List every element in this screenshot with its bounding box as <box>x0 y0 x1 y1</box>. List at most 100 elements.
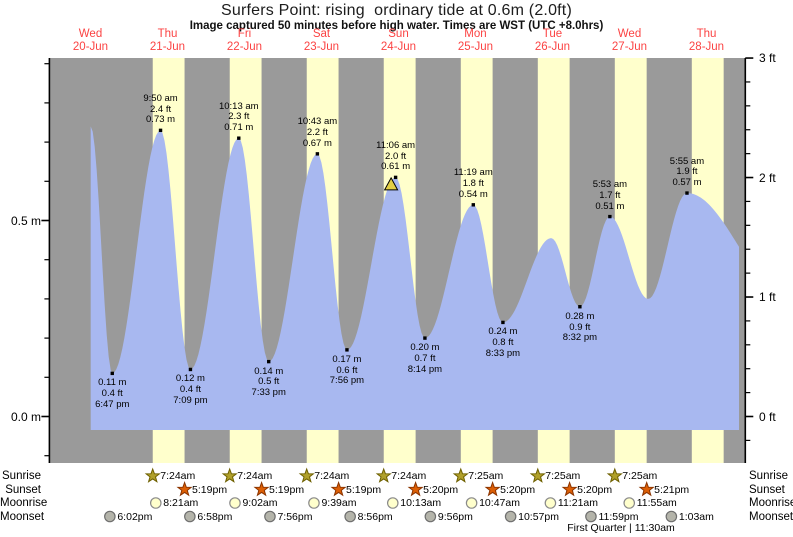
tide-annotation-line: 0.5 ft <box>258 376 280 388</box>
day-date: 28-Jun <box>688 41 725 53</box>
astro-event-time: 10:57pm <box>518 510 559 523</box>
low-tide-annotation: 0.17 m 0.6 ft 7:56 pm <box>330 353 364 387</box>
tide-annotation-line: 0.14 m <box>254 365 284 377</box>
day-date: 24-Jun <box>380 41 417 53</box>
tide-curve <box>90 126 739 431</box>
astro-event-time: 6:58pm <box>197 510 233 523</box>
tide-annotation-line: 0.67 m <box>302 137 332 149</box>
astro-row-label-left: Moonrise <box>0 497 48 509</box>
day-label: Wed 20-Jun <box>73 28 108 54</box>
tide-annotation-line: 0.12 m <box>175 373 205 385</box>
moonrise-icon <box>465 497 478 509</box>
astro-event-time: 7:25am <box>468 470 504 482</box>
tide-annotation-line: 2.4 ft <box>149 103 172 115</box>
astro-event-time: 7:24am <box>160 470 196 482</box>
tide-annotation-line: 5:53 am <box>592 179 628 191</box>
tide-annotation-line: 11:06 am <box>376 139 416 151</box>
high-tide-annotation: 10:43 am 2.2 ft 0.67 m <box>298 117 338 149</box>
sunset-star-icon <box>561 481 578 497</box>
day-date: 23-Jun <box>303 41 340 53</box>
tide-extreme-dot <box>471 203 476 207</box>
tide-annotation-line: 6:47 pm <box>95 398 130 410</box>
moonset-icon <box>585 510 597 523</box>
moonset-icon <box>504 510 517 523</box>
day-name: Thu <box>696 28 717 40</box>
tide-extreme-dot <box>188 367 193 372</box>
low-tide-annotation: 0.28 m 0.9 ft 8:32 pm <box>563 310 597 344</box>
tide-annotation-line: 8:14 pm <box>407 363 443 375</box>
sunrise-star-icon <box>529 467 546 483</box>
tide-extreme-dot <box>501 320 505 325</box>
astro-row-label-left: Moonset <box>0 510 45 523</box>
tide-extreme-dot <box>345 348 349 352</box>
astro-event-time: 9:56pm <box>437 510 473 523</box>
tide-annotation-line: 9:50 am <box>143 92 178 104</box>
day-name: Sun <box>388 28 409 40</box>
tide-extreme-dot <box>578 305 582 309</box>
day-date: 27-Jun <box>611 41 648 53</box>
tide-annotation-line: 0.61 m <box>381 161 411 173</box>
astro-event-time: 7:56pm <box>277 510 313 523</box>
astro-event-time: 7:24am <box>314 470 350 482</box>
astro-event-time: 5:19pm <box>192 483 228 496</box>
tide-annotation-line: 0.4 ft <box>101 388 123 400</box>
tide-extreme-dot <box>423 336 427 340</box>
tide-annotation-line: 0.11 m <box>98 377 127 389</box>
tide-annotation-line: 0.28 m <box>565 310 595 322</box>
sunrise-star-icon <box>375 467 392 483</box>
astro-row-label-right: Moonrise <box>749 497 793 509</box>
astro-event-time: 5:20pm <box>577 483 613 496</box>
tide-annotation-line: 0.7 ft <box>414 352 436 364</box>
sunrise-star-icon <box>452 467 469 483</box>
astro-row-label-left: Sunrise <box>2 470 41 482</box>
tide-annotation-line: 0.6 ft <box>336 364 358 376</box>
tide-annotation-line: 0.71 m <box>224 122 254 134</box>
tide-annotation-line: 7:33 pm <box>251 387 286 399</box>
tide-annotation-line: 0.73 m <box>146 114 176 126</box>
current-time-marker-icon <box>383 176 399 191</box>
astro-event-time: 7:25am <box>622 470 658 482</box>
astro-event-time: 5:19pm <box>269 483 305 496</box>
astro-row-label-left: Sunset <box>5 483 41 496</box>
high-tide-annotation: 5:53 am 1.7 ft 0.51 m <box>592 179 628 212</box>
tide-annotation-line: 0.17 m <box>332 353 362 365</box>
astro-event-time: 10:13am <box>400 497 442 509</box>
y-axis-right-label: 1 ft <box>759 290 776 305</box>
y-axis-right-label: 3 ft <box>759 51 776 66</box>
y-axis-right-label: 2 ft <box>759 170 776 185</box>
moonset-icon <box>424 510 437 523</box>
chart-subtitle: Image captured 50 minutes before high wa… <box>189 20 604 32</box>
tide-extreme-dot <box>393 175 398 180</box>
day-label: Thu 21-Jun <box>150 28 185 54</box>
tide-extreme-dot <box>608 214 612 219</box>
day-label: Sat 23-Jun <box>304 28 339 54</box>
high-tide-annotation: 10:13 am 2.3 ft 0.71 m <box>219 101 259 134</box>
tide-extreme-dot <box>315 152 320 156</box>
y-axis-left-label: 0.5 m <box>10 213 41 228</box>
astro-event-time: 5:21pm <box>654 483 690 496</box>
sunset-star-icon <box>638 481 655 497</box>
astro-row-label-right: Sunset <box>749 483 785 496</box>
high-tide-annotation: 9:50 am 2.4 ft 0.73 m <box>143 92 178 126</box>
tide-annotation-line: 5:55 am <box>669 155 705 167</box>
tide-annotation-line: 0.20 m <box>410 342 440 354</box>
moonrise-icon <box>229 497 241 509</box>
tide-annotation-line: 7:09 pm <box>173 395 208 407</box>
astro-event-time: 7:24am <box>391 470 427 482</box>
astro-row-label-right: Sunrise <box>749 470 788 482</box>
sunrise-star-icon <box>298 467 315 483</box>
sunset-star-icon <box>330 481 347 497</box>
day-label: Fri 22-Jun <box>227 28 262 54</box>
sunrise-star-icon <box>606 467 623 483</box>
moonset-icon <box>104 510 116 523</box>
moonrise-icon <box>544 497 557 509</box>
tide-extreme-dot <box>685 191 689 195</box>
day-name: Thu <box>157 28 178 40</box>
day-date: 25-Jun <box>457 41 494 53</box>
tide-extreme-dot <box>267 359 271 364</box>
tide-annotation-line: 0.4 ft <box>179 384 201 396</box>
high-tide-annotation: 11:19 am 1.8 ft 0.54 m <box>454 168 493 200</box>
sunrise-star-icon <box>144 467 161 483</box>
